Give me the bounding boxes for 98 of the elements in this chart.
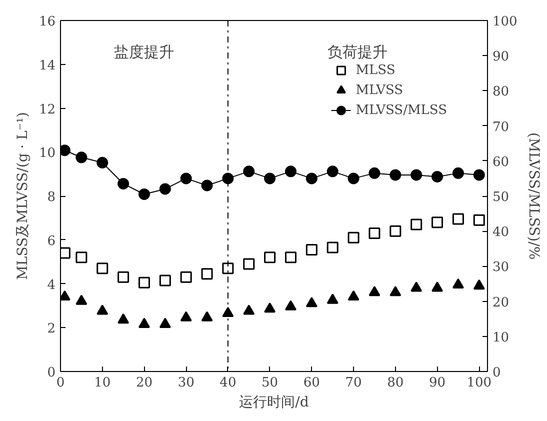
point: [264, 302, 276, 313]
y-tick-label: 16: [38, 14, 56, 30]
point: [76, 294, 88, 305]
point: [368, 228, 380, 240]
y-tick-label: 10: [38, 146, 56, 162]
y2-tick-label: 50: [492, 190, 510, 205]
y-axis-title: MLSS及MLVSS/(g · L⁻¹): [14, 112, 31, 280]
point: [390, 169, 402, 181]
point: [138, 318, 150, 328]
y2-tick-label: 10: [492, 330, 510, 346]
y-tick-label: 0: [47, 366, 56, 380]
point: [284, 300, 296, 310]
y-tick-label: 14: [38, 58, 56, 74]
point: [432, 282, 444, 292]
point: [284, 166, 296, 178]
point: [264, 172, 276, 184]
point: [159, 318, 171, 328]
point: [326, 166, 338, 178]
point: [222, 172, 234, 184]
point: [306, 172, 318, 184]
x-tick-label: 10: [94, 376, 111, 390]
point: [390, 286, 402, 296]
x-tick-label: 30: [178, 376, 194, 390]
point: [118, 271, 130, 283]
point: [306, 296, 318, 308]
y2-tick-label: 60: [492, 154, 510, 170]
point: [452, 213, 464, 225]
x-tick-label: 40: [220, 376, 236, 390]
point: [180, 311, 192, 322]
point: [159, 183, 171, 195]
y-tick-label: 4: [47, 278, 56, 293]
point: [432, 170, 444, 182]
x-tick-label: 70: [345, 376, 362, 390]
point: [473, 214, 485, 226]
point: [201, 180, 213, 192]
point: [201, 311, 213, 322]
point: [348, 232, 360, 244]
x-tick-label: 60: [303, 376, 320, 390]
point: [118, 178, 130, 190]
point: [452, 278, 464, 288]
y-tick-label: 12: [38, 102, 56, 118]
point: [473, 279, 485, 290]
point: [410, 169, 422, 181]
point: [368, 167, 380, 179]
point: [96, 304, 108, 315]
y2-axis-title: (MLVSS/MLSS)/%: [525, 132, 542, 260]
point: [222, 262, 234, 274]
point: [410, 282, 422, 292]
point: [243, 304, 255, 315]
x-tick-label: 50: [262, 376, 278, 390]
point: [138, 276, 150, 288]
y2-tick-label: 30: [492, 260, 510, 276]
y2-tick-label: 0: [492, 366, 501, 380]
point: [243, 258, 255, 270]
point: [180, 172, 192, 184]
point: [222, 306, 234, 317]
y2-tick-label: 80: [492, 84, 510, 100]
point: [96, 262, 108, 274]
point: [452, 167, 464, 179]
point: [180, 271, 192, 283]
legend-label: MLVSS: [356, 82, 404, 98]
x-tick-label: 100: [466, 376, 492, 390]
point: [326, 294, 338, 304]
x-tick-label: 80: [387, 376, 404, 390]
point: [76, 152, 88, 164]
point: [138, 188, 150, 200]
point: [368, 286, 380, 296]
point: [348, 290, 360, 301]
point: [432, 216, 444, 228]
point: [201, 268, 213, 280]
y2-tick-label: 100: [492, 14, 518, 30]
point: [76, 252, 88, 264]
y2-tick-label: 20: [492, 295, 510, 310]
point: [473, 169, 485, 181]
point: [243, 166, 255, 178]
y-tick-label: 8: [47, 190, 56, 205]
point: [264, 252, 276, 264]
point: [284, 252, 296, 264]
x-tick-label: 20: [136, 376, 152, 390]
point: [326, 242, 338, 254]
point: [118, 313, 130, 324]
y2-tick-label: 70: [492, 120, 510, 135]
point: [348, 172, 360, 184]
y2-tick-label: 40: [492, 225, 510, 240]
y-tick-label: 6: [47, 234, 56, 249]
point: [390, 225, 402, 237]
point: [306, 244, 318, 256]
x-tick-label: 90: [428, 376, 446, 390]
legend-label: MLSS: [356, 62, 396, 78]
annotation: 负荷提升: [328, 43, 388, 62]
y2-tick-label: 90: [492, 50, 510, 65]
legend-label: MLVSS/MLSS: [356, 102, 447, 118]
point: [96, 156, 108, 168]
y-tick-label: 2: [47, 322, 56, 337]
x-axis-title: 运行时间/d: [239, 394, 309, 410]
point: [159, 274, 171, 286]
point: [410, 218, 422, 230]
annotation: 盐度提升: [114, 43, 174, 62]
